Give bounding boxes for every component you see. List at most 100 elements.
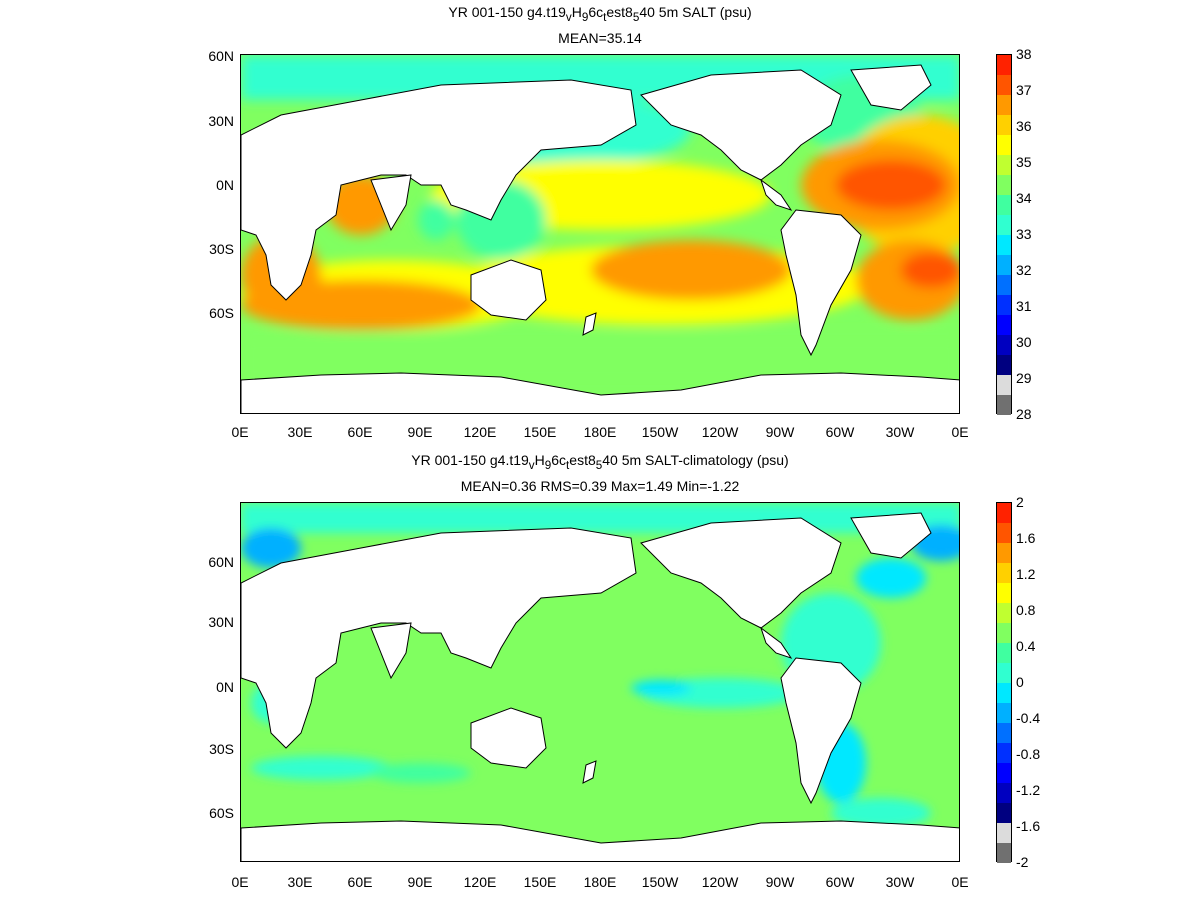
colorbar-label: 32 [1016, 262, 1032, 278]
colorbar-label: 37 [1016, 82, 1032, 98]
colorbar-swatch [997, 375, 1011, 395]
colorbar-swatch [997, 703, 1011, 723]
colorbar-swatch [997, 643, 1011, 663]
colorbar-swatch [997, 503, 1011, 523]
colorbar-swatch [997, 763, 1011, 783]
colorbar-swatch [997, 215, 1011, 235]
y-tick-label: 30N [208, 614, 234, 630]
x-tick-label: 60E [347, 424, 373, 440]
colorbar-swatch [997, 95, 1011, 115]
colorbar-swatch [997, 75, 1011, 95]
colorbar-swatch [997, 663, 1011, 683]
y-tick-label: 60N [208, 554, 234, 570]
colorbar-label: 2 [1016, 494, 1024, 510]
bottom-map-subtitle: MEAN=0.36 RMS=0.39 Max=1.49 Min=-1.22 [460, 478, 740, 494]
colorbar-swatch [997, 295, 1011, 315]
colorbar-label: 1.6 [1016, 530, 1036, 546]
colorbar-label: 38 [1016, 46, 1032, 62]
colorbar-label: 35 [1016, 154, 1032, 170]
colorbar-swatch [997, 543, 1011, 563]
colorbar-swatch [997, 315, 1011, 335]
colorbar-label: 29 [1016, 370, 1032, 386]
y-tick-label: 60S [209, 805, 234, 821]
colorbar-swatch [997, 843, 1011, 863]
x-tick-label: 120E [463, 424, 497, 440]
x-tick-label: 0E [231, 874, 249, 890]
top-map-field [241, 55, 959, 413]
x-tick-label: 120E [463, 874, 497, 890]
x-tick-label: 30E [287, 874, 313, 890]
colorbar-label: 0.4 [1016, 638, 1036, 654]
x-tick-label: 0E [951, 874, 969, 890]
y-tick-label: 60N [208, 48, 234, 64]
colorbar-swatch [997, 55, 1011, 75]
colorbar-swatch [997, 175, 1011, 195]
colorbar-swatch [997, 683, 1011, 703]
colorbar-label: -1.2 [1016, 782, 1041, 798]
colorbar-swatch [997, 235, 1011, 255]
colorbar-swatch [997, 195, 1011, 215]
y-tick-label: 0N [216, 679, 234, 695]
colorbar-swatch [997, 623, 1011, 643]
colorbar-swatch [997, 275, 1011, 295]
y-tick-label: 60S [209, 305, 234, 321]
y-tick-label: 30S [209, 741, 234, 757]
colorbar-swatch [997, 395, 1011, 415]
bottom-anomaly-map [240, 502, 960, 862]
y-tick-label: 0N [216, 177, 234, 193]
colorbar-swatch [997, 783, 1011, 803]
colorbar-label: -1.6 [1016, 818, 1041, 834]
x-tick-label: 90W [765, 424, 795, 440]
x-tick-label: 60W [825, 424, 855, 440]
bottom-map-field [241, 503, 959, 861]
colorbar-swatch [997, 563, 1011, 583]
colorbar-label: -0.4 [1016, 710, 1041, 726]
colorbar-label: 33 [1016, 226, 1032, 242]
x-tick-label: 150W [641, 424, 679, 440]
colorbar-swatch [997, 723, 1011, 743]
colorbar-swatch [997, 743, 1011, 763]
x-tick-label: 60E [347, 874, 373, 890]
colorbar-swatch [997, 335, 1011, 355]
x-tick-label: 0E [951, 424, 969, 440]
colorbar-swatch [997, 823, 1011, 843]
x-tick-label: 60W [825, 874, 855, 890]
colorbar-label: 34 [1016, 190, 1032, 206]
x-tick-label: 0E [231, 424, 249, 440]
colorbar-label: 28 [1016, 406, 1032, 422]
x-tick-label: 90W [765, 874, 795, 890]
colorbar-swatch [997, 355, 1011, 375]
y-tick-label: 30S [209, 241, 234, 257]
x-tick-label: 30W [885, 874, 915, 890]
x-tick-label: 90E [407, 874, 433, 890]
colorbar-label: 30 [1016, 334, 1032, 350]
colorbar-label: 31 [1016, 298, 1032, 314]
colorbar-swatch [997, 583, 1011, 603]
colorbar-swatch [997, 115, 1011, 135]
top-colorbar [996, 54, 1012, 415]
colorbar-swatch [997, 135, 1011, 155]
bottom-colorbar [996, 502, 1012, 863]
colorbar-label: 0.8 [1016, 602, 1036, 618]
colorbar-swatch [997, 603, 1011, 623]
top-map-title: YR 001-150 g4.t19vH96ctest8540 5m SALT (… [448, 4, 752, 24]
x-tick-label: 120W [701, 424, 739, 440]
x-tick-label: 120W [701, 874, 739, 890]
x-tick-label: 30E [287, 424, 313, 440]
colorbar-swatch [997, 155, 1011, 175]
bottom-map-title: YR 001-150 g4.t19vH96ctest8540 5m SALT-c… [411, 452, 789, 472]
x-tick-label: 150E [523, 424, 557, 440]
y-tick-label: 30N [208, 113, 234, 129]
x-tick-label: 180E [583, 874, 617, 890]
top-map-subtitle: MEAN=35.14 [558, 30, 642, 46]
x-tick-label: 150E [523, 874, 557, 890]
x-tick-label: 90E [407, 424, 433, 440]
colorbar-label: -2 [1016, 854, 1029, 870]
colorbar-swatch [997, 523, 1011, 543]
x-tick-label: 180E [583, 424, 617, 440]
colorbar-label: -0.8 [1016, 746, 1041, 762]
top-salinity-map [240, 54, 960, 414]
x-tick-label: 30W [885, 424, 915, 440]
colorbar-swatch [997, 803, 1011, 823]
colorbar-label: 36 [1016, 118, 1032, 134]
